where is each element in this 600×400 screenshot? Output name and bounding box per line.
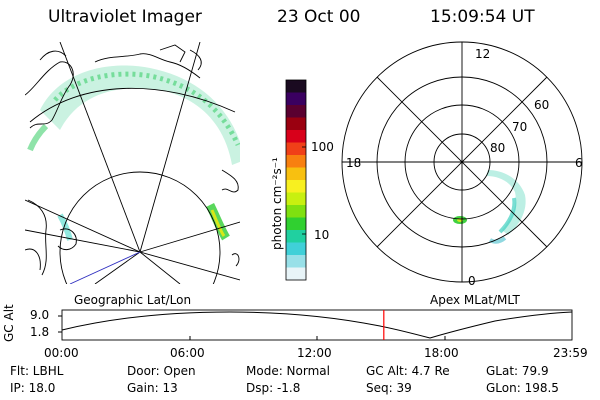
colorbar-unit-label: photon cm⁻²s⁻¹: [270, 157, 284, 250]
colorbar-tick-100: 100: [311, 140, 334, 154]
status-glat: GLat: 79.9: [486, 364, 549, 378]
mlt-label-12: 12: [475, 47, 491, 61]
status-gc-alt: GC Alt: 4.7 Re: [366, 364, 450, 378]
aurora-emission-left: [27, 65, 240, 241]
mlt-label-0: 0: [468, 274, 476, 288]
status-door: Door: Open: [127, 364, 196, 378]
mlt-label-18: 18: [346, 156, 362, 170]
timeline-axis-label: GC Alt: [2, 304, 16, 342]
status-mode: Mode: Normal: [246, 364, 330, 378]
polar-plot: [341, 41, 583, 283]
status-glon: GLon: 198.5: [486, 381, 559, 395]
instrument-title: Ultraviolet Imager: [48, 7, 202, 27]
colorbar-band: [286, 105, 306, 118]
mlat-label-80: 80: [490, 141, 506, 155]
geographic-panel-label: Geographic Lat/Lon: [74, 293, 192, 307]
timeline-xtick-2359: 23:59: [553, 346, 588, 360]
colorbar-tick-10: 10: [314, 228, 330, 242]
colorbar-band: [286, 230, 306, 243]
status-filter: Flt: LBHL: [10, 364, 64, 378]
status-dsp: Dsp: -1.8: [246, 381, 301, 395]
colorbar-band: [286, 267, 306, 281]
coastlines: [25, 44, 240, 276]
timeline-ytick-1: 1.8: [30, 325, 50, 339]
colorbar-band: [286, 180, 306, 193]
mlat-label-60: 60: [534, 98, 550, 112]
mlat-label-70: 70: [512, 120, 528, 134]
altitude-timeline: [58, 309, 573, 341]
mlt-label-6: 6: [575, 156, 583, 170]
colorbar-band: [286, 217, 306, 231]
timeline-ytick-9: 9.0: [30, 308, 50, 322]
colorbar: [285, 79, 307, 281]
timeline-xtick-1800: 18:00: [424, 346, 459, 360]
colorbar-band: [286, 192, 306, 206]
status-gain: Gain: 13: [127, 381, 178, 395]
colorbar-band: [286, 167, 306, 181]
image-time: 15:09:54 UT: [430, 7, 535, 27]
colorbar-band: [286, 117, 306, 131]
timeline-xtick-0000: 00:00: [44, 346, 79, 360]
colorbar-band: [286, 205, 306, 218]
colorbar-band: [286, 142, 306, 156]
colorbar-band: [286, 255, 306, 268]
image-date: 23 Oct 00: [277, 7, 361, 27]
timeline-xtick-1200: 12:00: [297, 346, 332, 360]
colorbar-band: [286, 130, 306, 143]
apex-panel-label: Apex MLat/MLT: [430, 293, 520, 307]
aurora-emission-right: [453, 170, 526, 244]
colorbar-band: [286, 80, 306, 93]
colorbar-band: [286, 242, 306, 256]
timeline-xtick-0600: 06:00: [170, 346, 205, 360]
geographic-grid: [25, 42, 240, 284]
colorbar-band: [286, 92, 306, 106]
colorbar-band: [286, 155, 306, 168]
status-seq: Seq: 39: [366, 381, 412, 395]
status-ip: IP: 18.0: [10, 381, 56, 395]
